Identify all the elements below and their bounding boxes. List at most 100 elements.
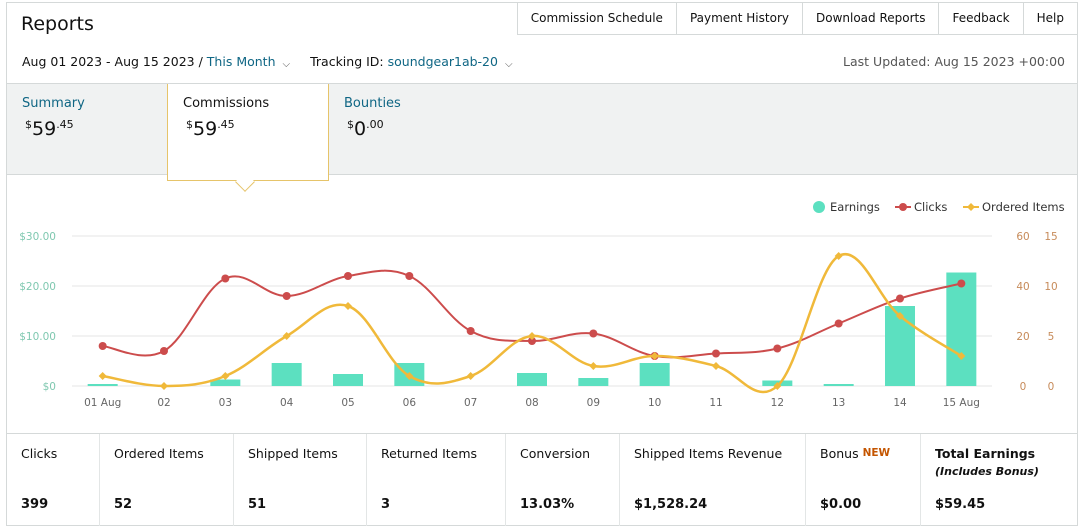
clicks-point [834, 319, 843, 328]
clicks-point [221, 274, 230, 283]
clicks-point [773, 344, 782, 353]
x-tick-label: 09 [587, 397, 600, 409]
stat-bonus: Bonus NEW $0.00 [806, 434, 921, 526]
x-tick-label: 05 [341, 397, 354, 409]
stat-conversion: Conversion 13.03% [506, 434, 620, 526]
stat-label: Shipped Items [248, 446, 338, 461]
stat-label: Returned Items [381, 446, 478, 461]
stat-total-earnings: Total Earnings (Includes Bonus) $59.45 [921, 434, 1077, 526]
tab-summary[interactable]: Summary $59.45 [7, 84, 167, 176]
date-range: Aug 01 2023 - Aug 15 2023 / [22, 54, 203, 69]
new-badge: NEW [862, 447, 891, 459]
y-right-clicks-tick-label: 20 [1016, 331, 1029, 343]
clicks-point [466, 327, 475, 335]
x-tick-label: 04 [280, 397, 294, 409]
reports-panel: Reports Commission Schedule Payment Hist… [6, 2, 1078, 526]
period-selector[interactable]: This Month ⌵ [206, 54, 291, 70]
x-tick-label: 06 [403, 397, 417, 409]
ordered-items-point [957, 352, 966, 360]
legend-clicks-marker [899, 203, 907, 211]
stat-label: Bonus NEW [820, 446, 891, 461]
ordered-items-point [528, 332, 536, 340]
commission-schedule-button[interactable]: Commission Schedule [516, 3, 676, 35]
x-tick-label: 12 [771, 397, 784, 409]
y-right-clicks-tick-label: 60 [1016, 231, 1029, 243]
download-reports-button[interactable]: Download Reports [801, 3, 939, 35]
payment-history-button[interactable]: Payment History [675, 3, 802, 35]
stat-returned-items: Returned Items 3 [367, 434, 506, 526]
stat-shipped-items-revenue: Shipped Items Revenue $1,528.24 [620, 434, 806, 526]
stat-value: 3 [381, 497, 391, 512]
period-label: This Month [206, 54, 276, 69]
stat-clicks: Clicks 399 [7, 434, 100, 526]
ordered-items-point [589, 362, 598, 370]
tracking-label: Tracking ID: [310, 54, 384, 69]
feedback-button[interactable]: Feedback [938, 3, 1023, 35]
legend-earnings-label: Earnings [830, 200, 880, 214]
x-tick-label: 03 [219, 397, 232, 409]
y-left-tick-label: $30.00 [19, 231, 56, 243]
ordered-items-point [773, 382, 782, 390]
stats-row: Clicks 399 Ordered Items 52 Shipped Item… [7, 433, 1077, 526]
y-left-tick-label: $10.00 [19, 331, 56, 343]
clicks-point [98, 342, 107, 350]
x-tick-label: 14 [893, 397, 907, 409]
tab-summary-label: Summary [22, 96, 85, 111]
y-right-items-tick-label: 5 [1048, 331, 1055, 343]
x-tick-label: 15 Aug [943, 397, 980, 409]
stat-value: 51 [248, 497, 267, 512]
tab-summary-amount: $59.45 [25, 118, 74, 140]
earnings-bar [517, 373, 547, 386]
x-tick-label: 01 Aug [84, 397, 121, 409]
y-right-items-tick-label: 0 [1048, 381, 1055, 393]
x-tick-label: 07 [464, 397, 477, 409]
tab-commissions[interactable]: Commissions $59.45 [167, 84, 329, 181]
ordered-items-point [405, 372, 414, 380]
page-title: Reports [21, 13, 94, 35]
ordered-items-point [98, 372, 107, 380]
tab-bounties-label: Bounties [344, 96, 401, 111]
x-tick-label: 11 [709, 397, 722, 409]
ordered-items-point [650, 352, 659, 360]
help-button[interactable]: Help [1022, 3, 1077, 35]
clicks-point [589, 329, 598, 338]
ordered-items-point [466, 372, 475, 380]
stat-value: $0.00 [820, 497, 862, 512]
earnings-bar [271, 363, 302, 386]
ordered-items-point [834, 252, 843, 260]
x-tick-label: 02 [157, 397, 170, 409]
ordered-items-point [282, 332, 291, 340]
y-right-clicks-tick-label: 0 [1020, 381, 1027, 393]
ordered-items-line [102, 252, 963, 394]
ordered-items-point [160, 382, 168, 390]
stat-label: Clicks [21, 446, 58, 461]
x-tick-label: 08 [525, 397, 538, 409]
chevron-down-icon: ⌵ [282, 59, 291, 70]
earnings-bar [87, 384, 118, 386]
stat-shipped-items: Shipped Items 51 [234, 434, 367, 526]
legend-clicks-label: Clicks [914, 200, 947, 214]
y-right-items-tick-label: 10 [1044, 281, 1057, 293]
top-nav: Commission Schedule Payment History Down… [516, 3, 1077, 35]
chevron-down-icon: ⌵ [504, 59, 513, 70]
tracking-id-selector[interactable]: soundgear1ab-20 ⌵ [388, 54, 513, 70]
ordered-items-point [221, 372, 230, 380]
clicks-point [282, 292, 291, 300]
stat-value: 52 [114, 497, 133, 512]
tab-bounties[interactable]: Bounties $0.00 [329, 84, 479, 176]
tab-commissions-amount: $59.45 [186, 118, 235, 140]
earnings-bar [578, 378, 609, 386]
clicks-point [528, 337, 536, 345]
tab-bounties-amount: $0.00 [347, 118, 384, 140]
earnings-bar [823, 384, 854, 386]
stat-label: Shipped Items Revenue [634, 446, 783, 461]
ordered-items-point [344, 302, 352, 310]
clicks-point [712, 349, 720, 358]
clicks-point [957, 279, 966, 288]
clicks-point [896, 294, 904, 303]
earnings-bar [210, 379, 241, 386]
y-right-clicks-tick-label: 40 [1016, 281, 1029, 293]
report-tabs: Summary $59.45 Commissions $59.45 Bounti… [7, 83, 1077, 181]
stat-value: 399 [21, 497, 49, 512]
